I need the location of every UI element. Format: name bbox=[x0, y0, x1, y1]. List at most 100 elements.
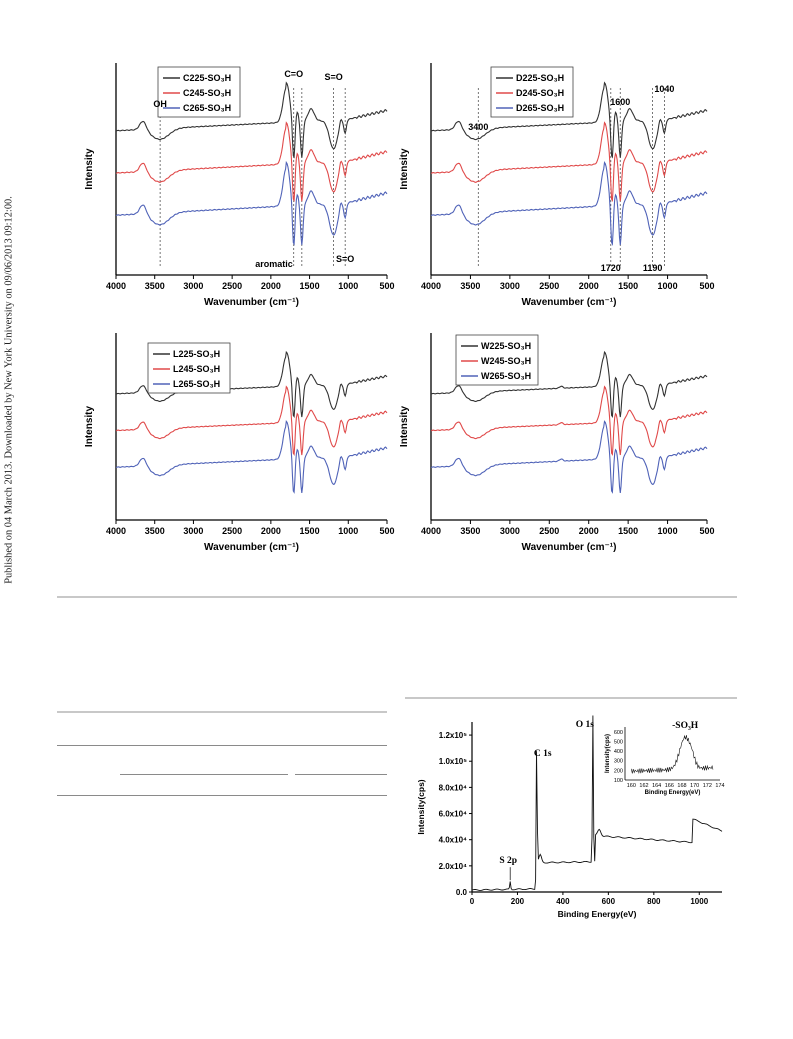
table-subheader-rule-left bbox=[120, 774, 288, 775]
x-tick-label: 3000 bbox=[500, 281, 520, 291]
legend-entry: L265-SO₃H bbox=[173, 379, 220, 389]
xps-chart: 0 200 400 600 800 1000 0.0 2.0x10⁴ 4.0x10⁴ 6.0x10… bbox=[416, 715, 725, 919]
x-tick-label: 2000 bbox=[261, 526, 281, 536]
x-tick-label: 3500 bbox=[145, 281, 165, 291]
x-tick-label: 4000 bbox=[421, 281, 441, 291]
x-axis-title: Wavenumber (cm⁻¹) bbox=[522, 542, 617, 553]
x-tick-label: 2500 bbox=[222, 281, 242, 291]
peak-annotation: aromatic bbox=[255, 259, 293, 269]
x-tick-label: 2000 bbox=[261, 281, 281, 291]
inset-x-axis-title: Binding Energy(eV) bbox=[645, 790, 701, 796]
x-tick-label: 1500 bbox=[300, 526, 320, 536]
table-subheader-rule-right bbox=[295, 774, 387, 775]
inset-y-tick-label: 200 bbox=[614, 768, 623, 774]
x-tick-label: 500 bbox=[699, 281, 714, 291]
x-tick-label: 3000 bbox=[500, 526, 520, 536]
x-tick-label: 1500 bbox=[618, 526, 638, 536]
publication-note: Published on 04 March 2013. Downloaded b… bbox=[3, 196, 15, 584]
spectrum-line bbox=[115, 160, 388, 246]
legend-entry: C245-SO₃H bbox=[183, 88, 231, 98]
legend-entry: D225-SO₃H bbox=[516, 73, 564, 83]
x-tick-label: 2500 bbox=[539, 526, 559, 536]
peak-annotation: S=O bbox=[324, 72, 342, 82]
x-tick-label: 3500 bbox=[460, 281, 480, 291]
y-tick-label: 4.0x10⁴ bbox=[439, 836, 467, 845]
x-tick-label: 0 bbox=[470, 897, 475, 906]
ftir-chart-w: 4000 3500 3000 2500 2000 1500 1000 500 Wavenumbe… bbox=[399, 333, 715, 553]
x-tick-label: 3500 bbox=[145, 526, 165, 536]
ftir-panel-l: 4000 3500 3000 2500 2000 1500 1000 500 Wavenumbe… bbox=[80, 325, 395, 560]
x-tick-label: 1000 bbox=[690, 897, 708, 906]
peak-annotation: 1040 bbox=[654, 84, 674, 94]
y-tick-label: 2.0x10⁴ bbox=[439, 862, 467, 871]
x-tick-label: 500 bbox=[379, 281, 394, 291]
inset-y-tick-label: 500 bbox=[614, 739, 623, 745]
xps-spectrum-line bbox=[471, 715, 723, 891]
spectrum-line bbox=[115, 121, 388, 203]
spectrum-line bbox=[430, 81, 708, 159]
x-tick-label: 3500 bbox=[460, 526, 480, 536]
inset-x-tick-label: 174 bbox=[715, 783, 724, 789]
table-body-rule bbox=[57, 795, 387, 796]
x-tick-label: 800 bbox=[647, 897, 661, 906]
inset-y-tick-label: 400 bbox=[614, 749, 623, 755]
inset-spectrum-line bbox=[631, 734, 714, 774]
inset-title: -SO₃H bbox=[672, 721, 699, 731]
legend-entry: W265-SO₃H bbox=[481, 371, 531, 381]
spectrum-line bbox=[115, 350, 388, 419]
x-tick-label: 1000 bbox=[658, 281, 678, 291]
y-axis-title: Intensity bbox=[399, 148, 410, 190]
inset-x-tick-label: 166 bbox=[665, 783, 674, 789]
figure-separator-rule bbox=[57, 596, 737, 598]
legend-entry: W245-SO₃H bbox=[481, 356, 531, 366]
x-tick-label: 1000 bbox=[338, 281, 358, 291]
spectrum-line bbox=[115, 81, 388, 159]
x-tick-label: 2000 bbox=[579, 281, 599, 291]
peak-annotation: OH bbox=[153, 99, 167, 109]
inset-x-tick-label: 164 bbox=[652, 783, 661, 789]
spectrum-line bbox=[430, 385, 708, 457]
spectrum-line bbox=[430, 420, 708, 494]
legend-entry: L225-SO₃H bbox=[173, 349, 220, 359]
legend-entry: W225-SO₃H bbox=[481, 341, 531, 351]
spectrum-line bbox=[430, 160, 708, 246]
inset-x-tick-label: 168 bbox=[677, 783, 686, 789]
inset-x-tick-label: 172 bbox=[703, 783, 712, 789]
x-tick-label: 4000 bbox=[106, 281, 126, 291]
y-axis-title: Intensity bbox=[399, 406, 410, 448]
y-tick-label: 1.0x10⁵ bbox=[439, 757, 467, 766]
inset-y-tick-label: 100 bbox=[614, 778, 623, 784]
peak-annotation: C 1s bbox=[534, 749, 552, 759]
spectrum-line bbox=[430, 121, 708, 203]
x-tick-label: 200 bbox=[511, 897, 525, 906]
y-axis-title: Intensity(cps) bbox=[416, 779, 426, 834]
inset-y-tick-label: 300 bbox=[614, 759, 623, 765]
legend-entry: C265-SO₃H bbox=[183, 103, 231, 113]
x-tick-label: 1500 bbox=[618, 281, 638, 291]
x-tick-label: 400 bbox=[556, 897, 570, 906]
y-tick-label: 8.0x10⁴ bbox=[439, 783, 467, 792]
x-tick-label: 2500 bbox=[222, 526, 242, 536]
x-tick-label: 1000 bbox=[658, 526, 678, 536]
figure-top-rule bbox=[405, 697, 737, 699]
xps-panel: 0 200 400 600 800 1000 0.0 2.0x10⁴ 4.0x10⁴ 6.0x10… bbox=[410, 712, 730, 942]
x-tick-label: 500 bbox=[699, 526, 714, 536]
legend-entry: L245-SO₃H bbox=[173, 364, 220, 374]
y-tick-label: 1.2x10⁵ bbox=[439, 731, 467, 740]
x-tick-label: 2000 bbox=[579, 526, 599, 536]
inset-y-axis-title: Intensity(cps) bbox=[605, 734, 611, 773]
legend-entry: D265-SO₃H bbox=[516, 103, 564, 113]
x-axis-title: Wavenumber (cm⁻¹) bbox=[522, 297, 617, 308]
table-header-rule bbox=[57, 745, 387, 746]
x-axis-title: Binding Energy(eV) bbox=[558, 909, 637, 919]
legend-entry: D245-SO₃H bbox=[516, 88, 564, 98]
spectrum-line bbox=[430, 350, 708, 419]
peak-annotation: 1600 bbox=[610, 97, 630, 107]
ftir-panel-w: 4000 3500 3000 2500 2000 1500 1000 500 Wavenumbe… bbox=[395, 325, 715, 560]
y-axis-title: Intensity bbox=[84, 148, 95, 190]
x-tick-label: 3000 bbox=[183, 281, 203, 291]
table-top-rule bbox=[57, 711, 387, 713]
y-tick-label: 6.0x10⁴ bbox=[439, 810, 467, 819]
inset-x-tick-label: 170 bbox=[690, 783, 699, 789]
ftir-chart-l: 4000 3500 3000 2500 2000 1500 1000 500 Wavenumbe… bbox=[84, 333, 395, 553]
